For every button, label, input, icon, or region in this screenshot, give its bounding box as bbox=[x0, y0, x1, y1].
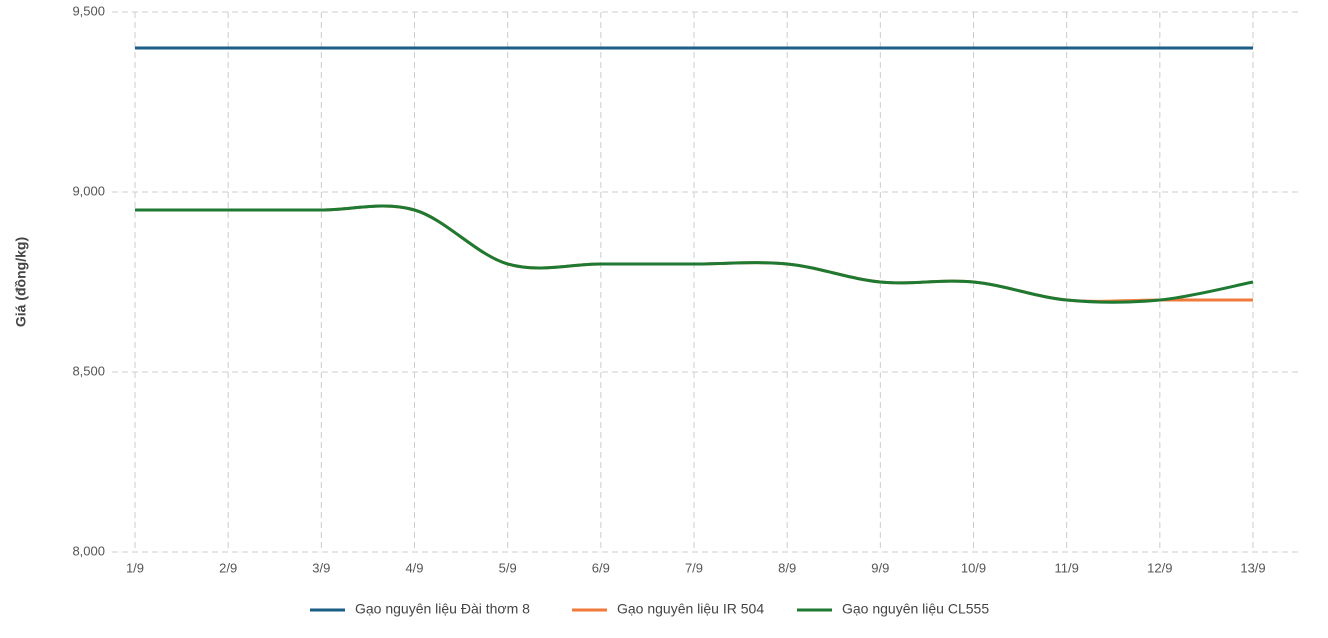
x-tick-label: 3/9 bbox=[312, 560, 330, 575]
x-tick-label: 6/9 bbox=[592, 560, 610, 575]
x-tick-label: 8/9 bbox=[778, 560, 796, 575]
x-tick-label: 4/9 bbox=[405, 560, 423, 575]
y-tick-label: 9,500 bbox=[72, 3, 105, 18]
x-tick-label: 7/9 bbox=[685, 560, 703, 575]
x-tick-label: 13/9 bbox=[1240, 560, 1265, 575]
legend-label: Gạo nguyên liệu IR 504 bbox=[617, 601, 764, 617]
y-axis-label: Giá (đồng/kg) bbox=[13, 237, 29, 327]
y-tick-label: 8,000 bbox=[72, 543, 105, 558]
y-tick-label: 8,500 bbox=[72, 363, 105, 378]
x-tick-label: 11/9 bbox=[1054, 560, 1078, 575]
x-tick-label: 5/9 bbox=[499, 560, 517, 575]
y-tick-label: 9,000 bbox=[72, 183, 105, 198]
legend-label: Gạo nguyên liệu Đài thơm 8 bbox=[355, 601, 530, 617]
x-tick-label: 12/9 bbox=[1147, 560, 1172, 575]
legend-label: Gạo nguyên liệu CL555 bbox=[842, 601, 989, 617]
series-line bbox=[134, 204, 1254, 304]
x-tick-label: 9/9 bbox=[871, 560, 889, 575]
x-tick-label: 2/9 bbox=[219, 560, 237, 575]
x-tick-label: 10/9 bbox=[961, 560, 986, 575]
x-tick-label: 1/9 bbox=[126, 560, 144, 575]
